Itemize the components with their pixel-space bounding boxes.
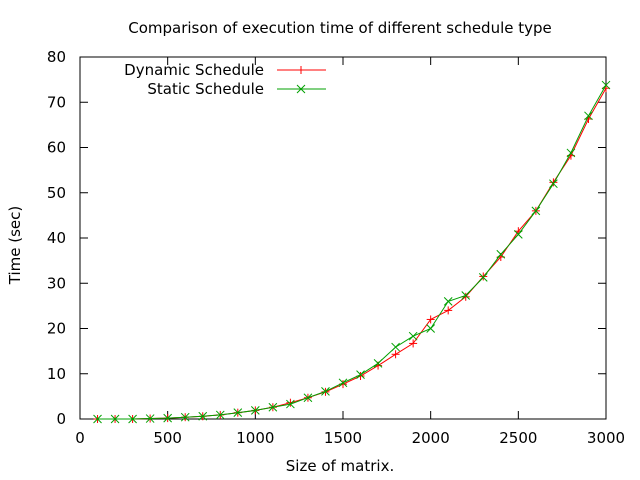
data-point bbox=[303, 393, 313, 403]
y-tick-label: 60 bbox=[47, 139, 66, 157]
y-tick-label: 40 bbox=[47, 229, 66, 247]
x-tick-label: 1500 bbox=[324, 429, 362, 447]
data-point bbox=[549, 178, 558, 187]
x-tick-label: 0 bbox=[75, 429, 85, 447]
data-point bbox=[566, 148, 576, 158]
data-point bbox=[198, 411, 208, 421]
x-axis-label: Size of matrix. bbox=[286, 457, 394, 475]
x-tick-label: 500 bbox=[153, 429, 182, 447]
data-point bbox=[110, 414, 120, 424]
series-static-schedule bbox=[93, 80, 611, 424]
data-point bbox=[478, 273, 488, 282]
legend-label: Dynamic Schedule bbox=[124, 61, 264, 79]
data-point bbox=[461, 291, 471, 300]
data-point bbox=[215, 410, 225, 420]
x-tick-label: 3000 bbox=[587, 429, 625, 447]
data-point bbox=[479, 272, 488, 281]
data-point bbox=[408, 331, 418, 341]
legend-label: Static Schedule bbox=[147, 80, 264, 98]
plot-frame bbox=[79, 56, 607, 420]
data-point bbox=[409, 339, 418, 348]
data-point bbox=[426, 315, 435, 324]
data-point bbox=[250, 406, 260, 415]
data-point bbox=[601, 80, 611, 90]
chart-title: Comparison of execution time of differen… bbox=[128, 19, 552, 37]
y-tick-label: 30 bbox=[47, 274, 66, 292]
data-point bbox=[496, 249, 506, 259]
y-tick-label: 20 bbox=[47, 320, 66, 338]
data-point bbox=[443, 296, 453, 306]
data-point bbox=[145, 414, 155, 423]
data-series bbox=[93, 80, 611, 424]
x-tick-label: 1000 bbox=[236, 429, 274, 447]
legend-marker bbox=[296, 84, 306, 94]
y-tick-label: 10 bbox=[47, 365, 66, 383]
y-axis-label: Time (sec) bbox=[6, 206, 24, 285]
series-line bbox=[97, 84, 607, 420]
legend-marker bbox=[297, 66, 305, 74]
data-point bbox=[321, 387, 330, 396]
y-tick-label: 0 bbox=[56, 410, 66, 428]
series-dynamic-schedule bbox=[93, 84, 610, 423]
data-point bbox=[584, 111, 593, 121]
data-point bbox=[233, 408, 243, 418]
y-tick-label: 70 bbox=[47, 93, 66, 111]
data-point bbox=[531, 206, 541, 216]
x-tick-label: 2500 bbox=[499, 429, 537, 447]
series-line bbox=[97, 87, 607, 420]
data-point bbox=[513, 230, 523, 239]
data-point bbox=[163, 413, 173, 423]
data-point bbox=[549, 179, 558, 189]
data-point bbox=[338, 378, 348, 388]
data-point bbox=[268, 402, 278, 412]
data-point bbox=[444, 306, 453, 315]
data-point bbox=[356, 370, 365, 380]
data-point bbox=[286, 399, 295, 409]
data-point bbox=[391, 350, 400, 359]
data-point bbox=[373, 358, 383, 368]
y-tick-label: 80 bbox=[47, 48, 66, 66]
data-point bbox=[391, 342, 400, 352]
y-tick-label: 50 bbox=[47, 184, 66, 202]
data-point bbox=[93, 414, 102, 424]
data-point bbox=[180, 412, 190, 422]
data-point bbox=[128, 414, 137, 424]
data-point bbox=[426, 324, 436, 333]
x-tick-label: 2000 bbox=[412, 429, 450, 447]
axis-ticks: 0 500 1000 1500 2000 2500 3000 0 10 20 30 40 50 60 70 8… bbox=[47, 48, 625, 447]
